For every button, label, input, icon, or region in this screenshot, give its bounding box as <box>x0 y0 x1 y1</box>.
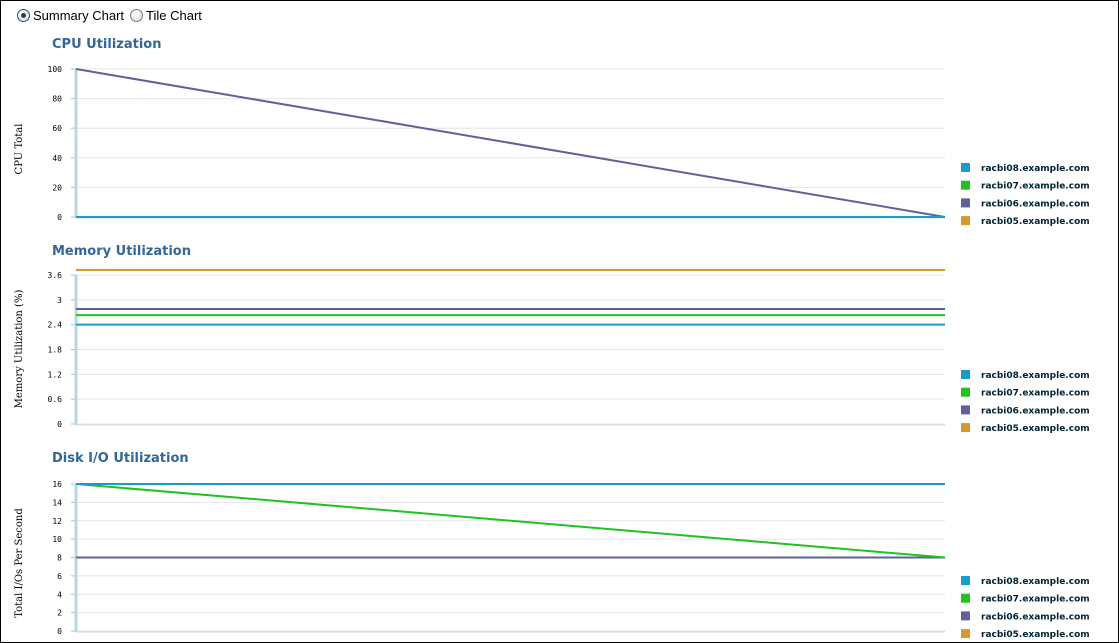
cpu-y-tick-label: 40 <box>52 154 62 163</box>
disk-legend-swatch <box>961 629 970 639</box>
disk-y-tick-label: 12 <box>52 517 62 526</box>
memory-y-axis-label: Memory Utilization (%) <box>14 290 25 409</box>
cpu-legend-swatch <box>961 163 970 172</box>
cpu-legend-swatch <box>961 198 970 208</box>
memory-y-tick-label: 1.8 <box>48 346 63 355</box>
disk-legend-label: racbi06.example.com <box>981 612 1090 622</box>
memory-y-tick-label: 3 <box>57 296 62 305</box>
disk-y-tick-label: 8 <box>57 554 62 563</box>
memory-legend-label: racbi06.example.com <box>981 406 1090 416</box>
cpu-legend-label: racbi08.example.com <box>981 164 1090 174</box>
disk-y-tick-label: 16 <box>52 480 62 489</box>
memory-y-tick-label: 0.6 <box>48 395 63 404</box>
disk-legend-label: racbi07.example.com <box>981 595 1090 605</box>
summary-chart-option[interactable]: Summary Chart <box>17 8 124 23</box>
memory-y-tick-label: 3.6 <box>48 271 63 280</box>
cpu-legend-swatch <box>961 180 970 190</box>
memory-chart-title: Memory Utilization <box>52 244 191 259</box>
memory-legend-swatch <box>961 423 970 433</box>
disk-legend-swatch <box>961 593 970 603</box>
disk-legend-label: racbi05.example.com <box>981 630 1090 640</box>
disk-y-axis-label: Total I/Os Per Second <box>14 508 25 618</box>
summary-chart-radio[interactable] <box>17 8 30 22</box>
disk-y-tick-label: 0 <box>57 627 62 636</box>
disk-legend-swatch <box>961 611 970 621</box>
tile-chart-option[interactable]: Tile Chart <box>130 8 202 23</box>
cpu-y-tick-label: 0 <box>57 213 62 222</box>
memory-legend-label: racbi05.example.com <box>981 424 1090 434</box>
cpu-y-axis-label: CPU Total <box>14 124 25 175</box>
memory-legend-swatch <box>961 387 970 397</box>
memory-y-tick-label: 2.4 <box>48 321 63 330</box>
cpu-y-tick-label: 20 <box>52 183 62 192</box>
disk-legend-label: racbi08.example.com <box>981 577 1090 587</box>
cpu-chart-title: CPU Utilization <box>52 37 162 52</box>
disk-legend-swatch <box>961 576 970 585</box>
cpu-legend-label: racbi06.example.com <box>981 199 1090 209</box>
tile-chart-label[interactable]: Tile Chart <box>146 7 202 23</box>
memory-legend-swatch <box>961 370 970 379</box>
cpu-legend-label: racbi05.example.com <box>981 217 1090 227</box>
tile-chart-radio[interactable] <box>130 8 144 22</box>
disk-y-tick-label: 4 <box>57 590 62 599</box>
cpu-series-line-racbi06.example.com <box>75 68 946 218</box>
memory-legend-label: racbi08.example.com <box>981 371 1090 381</box>
disk-y-tick-label: 2 <box>57 609 62 618</box>
memory-y-tick-label: 1.2 <box>48 370 63 379</box>
disk-y-tick-label: 6 <box>57 572 62 581</box>
cpu-legend-swatch <box>961 216 970 226</box>
cpu-legend-label: racbi07.example.com <box>981 182 1090 192</box>
memory-utilization-chart: 0 0.6 1.2 1.8 2.4 3 3.6 Memory Utilization (%) r… <box>14 269 1090 434</box>
memory-y-tick-label: 0 <box>57 420 62 429</box>
disk-chart-title: Disk I/O Utilization <box>52 451 189 466</box>
cpu-y-tick-label: 100 <box>48 65 63 74</box>
memory-legend-swatch <box>961 405 970 415</box>
disk-series-line-racbi07.example.com <box>75 483 946 559</box>
memory-legend-label: racbi07.example.com <box>981 389 1090 399</box>
cpu-y-tick-label: 80 <box>52 95 62 104</box>
chart-view-selector: Summary Chart Tile Chart <box>17 6 208 24</box>
cpu-y-tick-label: 60 <box>52 124 62 133</box>
disk-y-tick-label: 14 <box>52 498 62 507</box>
summary-chart-label[interactable]: Summary Chart <box>33 7 125 23</box>
disk-y-tick-label: 10 <box>52 535 62 544</box>
cpu-utilization-chart: 0 20 40 60 80 100 CPU Total racbi08.example.com… <box>14 65 1090 227</box>
